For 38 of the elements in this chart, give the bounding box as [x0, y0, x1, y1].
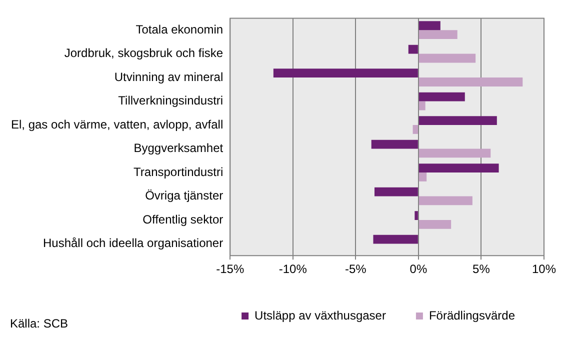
y-tick-label: Transportindustri: [134, 164, 224, 179]
x-tick-label: -15%: [216, 262, 244, 276]
bar: [418, 21, 440, 30]
x-tick-label: 0%: [410, 262, 428, 276]
bar: [418, 172, 427, 182]
legend-label: Utsläpp av växthusgaser: [254, 308, 386, 322]
bar: [374, 187, 418, 196]
bar: [414, 211, 418, 220]
bar: [408, 44, 418, 54]
bar: [418, 78, 523, 86]
bar: [418, 54, 476, 63]
bar: [373, 234, 418, 244]
bar: [418, 101, 426, 110]
y-tick-label: Hushåll och ideella organisationer: [42, 236, 224, 250]
y-tick-label: Utvinning av mineral: [114, 70, 224, 84]
y-tick-label: Övriga tjänster: [145, 188, 224, 203]
y-tick-label: Totala ekonomin: [136, 22, 224, 36]
text: Källa: SCB: [10, 316, 68, 330]
bar: [418, 164, 499, 173]
y-tick-label: Byggverksamhet: [134, 141, 224, 156]
x-tick-label: 5%: [472, 262, 490, 276]
bar: [412, 125, 418, 134]
x-tick-label: -10%: [278, 262, 308, 276]
bar: [418, 148, 491, 158]
bar: [418, 196, 472, 206]
bar: [273, 68, 418, 78]
y-tick-label: Tillverkningsindustri: [118, 94, 224, 108]
bar: [418, 92, 465, 102]
bar: [418, 220, 452, 229]
bar: [418, 116, 497, 126]
bar: [418, 30, 458, 39]
x-tick-label: 10%: [532, 262, 556, 276]
bar: [371, 140, 418, 149]
y-tick-label: Jordbruk, skogsbruk och fiske: [64, 46, 224, 60]
legend-label: Förädlingsvärde: [428, 308, 516, 322]
y-tick-label: El, gas och värme, vatten, avlopp, avfall: [11, 117, 224, 132]
y-tick-label: Offentlig sektor: [142, 212, 224, 226]
x-tick-label: -5%: [344, 262, 367, 276]
